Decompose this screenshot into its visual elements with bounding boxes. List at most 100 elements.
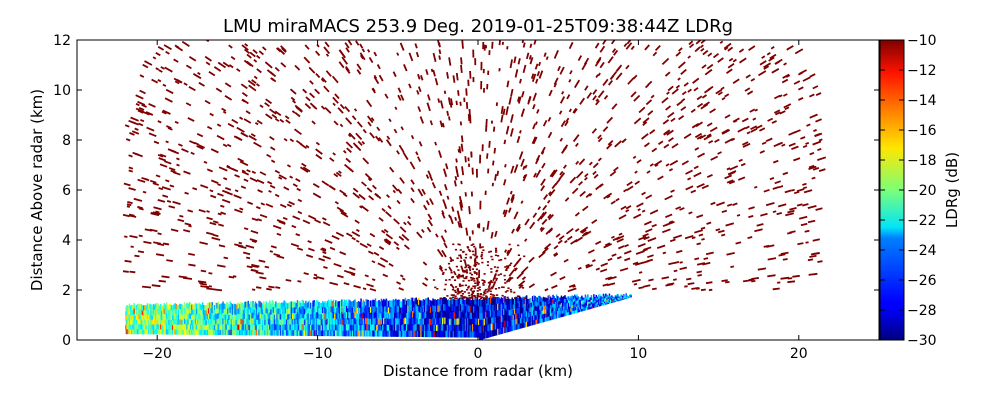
noise-speck	[224, 95, 233, 101]
cloud-pixel	[308, 318, 311, 325]
noise-speck	[434, 141, 438, 146]
noise-speck	[157, 232, 162, 236]
noise-speck	[183, 229, 191, 233]
noise-speck	[185, 102, 192, 107]
noise-speck	[483, 292, 486, 294]
cloud-pixel	[183, 302, 186, 308]
cloud-pixel	[511, 303, 513, 309]
cloud-pixel	[217, 318, 219, 325]
noise-speck	[782, 93, 788, 97]
cloud-pixel	[275, 312, 277, 319]
noise-speck	[681, 98, 686, 102]
noise-speck	[236, 126, 245, 133]
noise-speck	[332, 152, 336, 156]
noise-speck	[705, 251, 714, 256]
cloud-pixel	[475, 311, 477, 319]
noise-speck	[210, 179, 219, 184]
noise-speck	[788, 131, 796, 136]
cloud-pixel	[144, 309, 146, 315]
noise-speck	[776, 212, 783, 216]
cloud-pixel	[551, 298, 553, 302]
cloud-pixel	[360, 311, 362, 318]
cloud-pixel	[259, 318, 261, 325]
noise-speck	[538, 61, 542, 67]
cloud-pixel	[275, 318, 277, 325]
cloud-pixel	[479, 319, 481, 327]
cloud-pixel	[301, 329, 303, 336]
noise-speck	[199, 241, 208, 245]
cloud-pixel	[375, 330, 378, 337]
cloud-pixel	[509, 315, 511, 321]
cloud-pixel	[392, 324, 395, 331]
cloud-pixel	[311, 302, 313, 309]
cloud-pixel	[545, 301, 547, 306]
cloud-pixel	[182, 329, 185, 335]
noise-speck	[506, 296, 509, 299]
noise-speck	[451, 206, 455, 212]
noise-speck	[490, 255, 493, 258]
noise-speck	[467, 249, 471, 251]
noise-speck	[668, 168, 674, 172]
noise-speck	[351, 115, 357, 121]
noise-speck	[702, 49, 709, 56]
noise-speck	[481, 251, 484, 254]
noise-speck	[742, 141, 749, 146]
cloud-pixel	[437, 317, 439, 325]
cloud-pixel	[323, 308, 325, 314]
colorbar-tick-label: −30	[907, 333, 937, 349]
cloud-pixel	[313, 317, 315, 325]
cloud-pixel	[481, 319, 483, 327]
cloud-pixel	[320, 313, 323, 320]
cloud-pixel	[185, 324, 187, 330]
noise-speck	[802, 186, 808, 190]
cloud-pixel	[219, 303, 222, 310]
cloud-pixel	[474, 310, 476, 318]
noise-speck	[667, 282, 675, 286]
cloud-pixel	[278, 313, 281, 320]
cloud-pixel	[171, 319, 174, 326]
cloud-pixel	[605, 299, 607, 302]
cloud-pixel	[293, 324, 295, 331]
cloud-pixel	[463, 299, 465, 307]
noise-speck	[574, 212, 580, 217]
cloud-pixel	[173, 309, 175, 315]
cloud-pixel	[379, 301, 381, 308]
cloud-pixel	[217, 307, 219, 314]
cloud-pixel	[560, 299, 563, 303]
noise-speck	[331, 234, 340, 241]
noise-speck	[502, 286, 505, 289]
cloud-pixel	[272, 323, 275, 330]
cloud-pixel	[242, 304, 245, 310]
noise-speck	[463, 260, 468, 268]
noise-speck	[224, 186, 232, 191]
noise-speck	[594, 58, 602, 67]
cloud-pixel	[128, 318, 131, 325]
cloud-pixel	[516, 302, 518, 309]
noise-speck	[385, 194, 391, 199]
noise-speck	[397, 94, 402, 101]
cloud-pixel	[150, 319, 152, 325]
cloud-pixel	[205, 305, 207, 311]
noise-speck	[515, 257, 522, 265]
noise-speck	[218, 166, 228, 172]
noise-speck	[554, 178, 561, 186]
noise-speck	[503, 179, 507, 186]
cloud-pixel	[375, 307, 378, 314]
cloud-pixel	[419, 324, 421, 331]
noise-speck	[616, 64, 623, 72]
cloud-pixel	[559, 300, 561, 305]
noise-speck	[465, 269, 468, 271]
cloud-pixel	[576, 297, 578, 301]
noise-speck	[356, 121, 363, 128]
cloud-pixel	[223, 324, 225, 330]
cloud-pixel	[314, 301, 317, 308]
cloud-pixel	[126, 314, 128, 320]
cloud-pixel	[215, 318, 217, 325]
cloud-pixel	[489, 302, 492, 310]
cloud-pixel	[468, 318, 470, 325]
noise-speck	[457, 269, 460, 271]
cloud-pixel	[228, 309, 230, 315]
cloud-pixel	[439, 310, 441, 318]
cloud-pixel	[531, 310, 534, 316]
cloud-pixel	[401, 307, 403, 314]
